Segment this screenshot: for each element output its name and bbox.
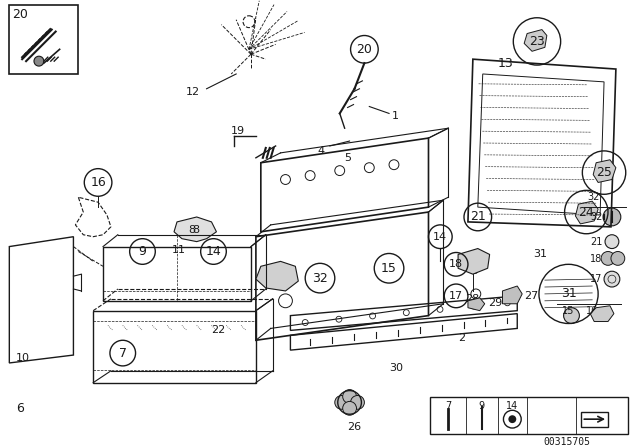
Circle shape: [564, 308, 579, 323]
Text: 7: 7: [445, 401, 451, 411]
Text: 32: 32: [590, 212, 603, 222]
Circle shape: [604, 271, 620, 287]
Bar: [10, 5, 78, 74]
Text: 18: 18: [590, 254, 602, 264]
Polygon shape: [458, 249, 490, 274]
Text: 23: 23: [529, 35, 545, 48]
Circle shape: [605, 235, 619, 249]
Text: 1: 1: [392, 112, 399, 121]
Text: 30: 30: [389, 363, 403, 373]
Text: 6: 6: [16, 402, 24, 415]
Text: 4: 4: [318, 146, 325, 156]
Text: 13: 13: [497, 57, 513, 70]
Circle shape: [611, 251, 625, 265]
Circle shape: [603, 208, 621, 226]
Text: 16: 16: [586, 306, 598, 316]
Text: 9: 9: [138, 245, 147, 258]
Text: 31: 31: [561, 288, 577, 301]
Text: 8: 8: [188, 225, 195, 235]
Text: 9: 9: [479, 401, 485, 411]
Text: 8: 8: [192, 225, 199, 235]
Polygon shape: [174, 217, 216, 241]
Text: 2: 2: [458, 333, 465, 343]
Text: 18: 18: [449, 259, 463, 269]
Text: 7: 7: [119, 347, 127, 360]
Text: 14: 14: [506, 401, 518, 411]
Text: 26: 26: [348, 422, 362, 432]
Text: 12: 12: [186, 87, 200, 97]
Circle shape: [601, 251, 615, 265]
Circle shape: [342, 401, 356, 415]
Text: 16: 16: [90, 176, 106, 189]
Circle shape: [342, 390, 356, 403]
Text: 11: 11: [172, 245, 186, 254]
Text: 20: 20: [356, 43, 372, 56]
Text: 14: 14: [433, 232, 447, 242]
Polygon shape: [593, 160, 616, 182]
Text: 5: 5: [345, 153, 351, 163]
Text: 14: 14: [205, 245, 221, 258]
Polygon shape: [524, 30, 547, 51]
Circle shape: [508, 415, 516, 423]
Text: 22: 22: [211, 325, 226, 336]
Circle shape: [34, 56, 44, 66]
Text: 3: 3: [470, 264, 478, 277]
Text: 17: 17: [449, 291, 463, 301]
Polygon shape: [468, 298, 484, 310]
Text: 21: 21: [590, 237, 603, 247]
Text: 20: 20: [12, 8, 28, 21]
Circle shape: [351, 396, 364, 409]
Text: 28: 28: [465, 294, 480, 304]
Text: 27: 27: [524, 291, 538, 301]
Polygon shape: [256, 261, 298, 291]
Text: 31: 31: [533, 249, 547, 258]
Text: 29: 29: [488, 298, 502, 308]
Text: 25: 25: [596, 166, 612, 179]
Text: 32: 32: [312, 271, 328, 284]
Text: 10: 10: [16, 353, 30, 363]
Text: 19: 19: [231, 126, 245, 136]
Text: 24: 24: [579, 206, 594, 219]
Bar: [431, 397, 628, 434]
Text: 17: 17: [590, 274, 603, 284]
Polygon shape: [590, 306, 614, 322]
Text: 32: 32: [588, 192, 600, 202]
Text: 15: 15: [381, 262, 397, 275]
Polygon shape: [575, 201, 598, 224]
Text: 15: 15: [562, 306, 574, 316]
Polygon shape: [502, 286, 522, 304]
Text: 00315705: 00315705: [543, 437, 590, 447]
Circle shape: [335, 396, 349, 409]
Text: 21: 21: [470, 211, 486, 224]
